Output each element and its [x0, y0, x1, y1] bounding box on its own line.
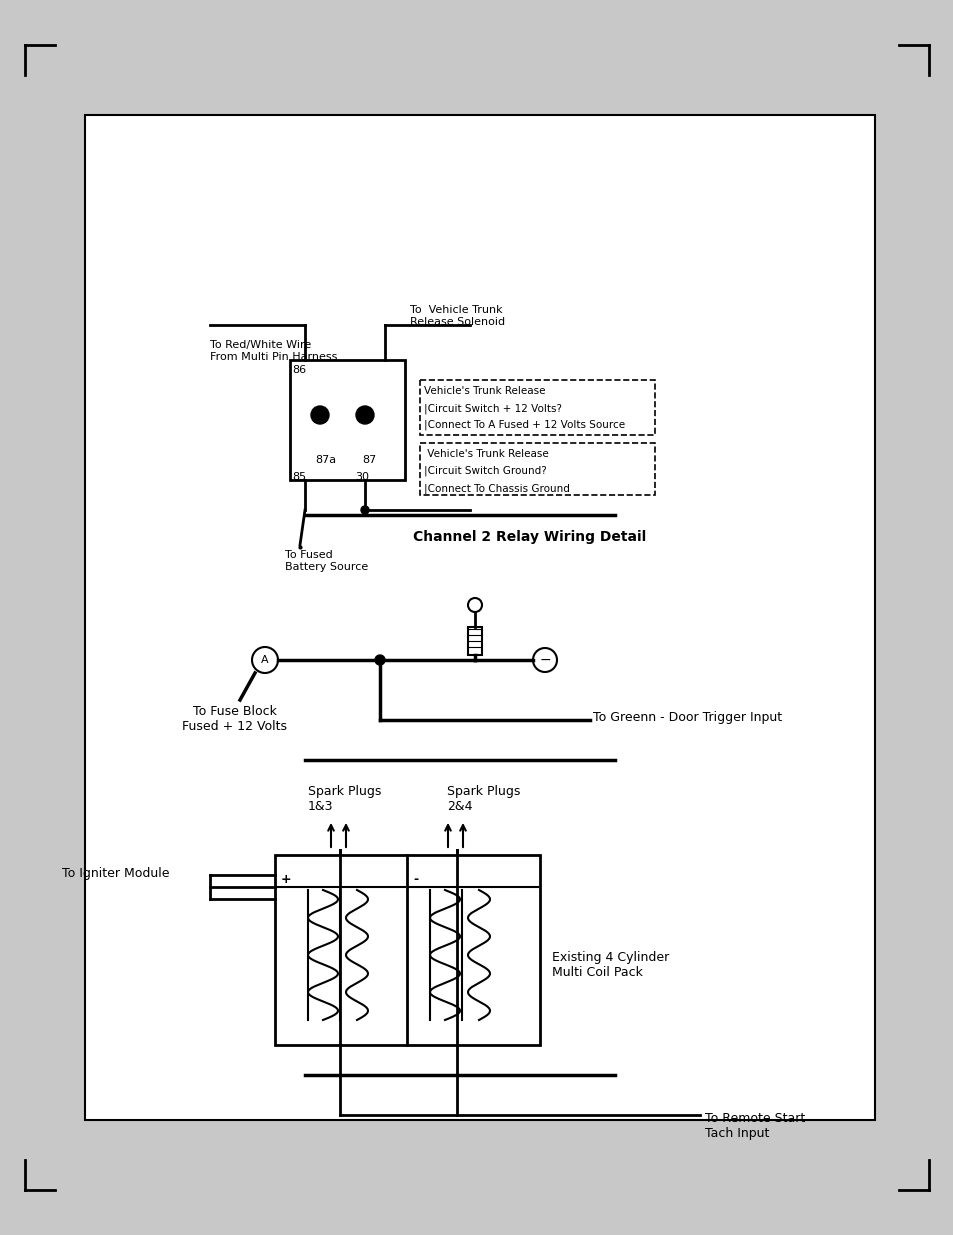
Circle shape — [311, 406, 329, 424]
Text: +: + — [281, 873, 292, 885]
Text: 85: 85 — [292, 472, 306, 482]
Text: To  Vehicle Trunk
Release Solenoid: To Vehicle Trunk Release Solenoid — [410, 305, 504, 326]
Circle shape — [360, 506, 369, 514]
Text: Vehicle's Trunk Release: Vehicle's Trunk Release — [423, 450, 548, 459]
Text: Existing 4 Cylinder
Multi Coil Pack: Existing 4 Cylinder Multi Coil Pack — [552, 951, 669, 979]
Text: To Igniter Module: To Igniter Module — [63, 867, 170, 881]
Text: To Red/White Wire
From Multi Pin Harness: To Red/White Wire From Multi Pin Harness — [210, 340, 337, 362]
Text: 87a: 87a — [314, 454, 335, 466]
Text: |Connect To A Fused + 12 Volts Source: |Connect To A Fused + 12 Volts Source — [423, 420, 624, 431]
Bar — [419, 443, 655, 495]
Text: To Greenn - Door Trigger Input: To Greenn - Door Trigger Input — [593, 711, 781, 725]
Bar — [290, 359, 405, 480]
Text: Spark Plugs
1&3: Spark Plugs 1&3 — [308, 785, 381, 813]
Text: A: A — [261, 655, 269, 664]
Text: To Fuse Block
Fused + 12 Volts: To Fuse Block Fused + 12 Volts — [182, 705, 287, 734]
Text: Vehicle's Trunk Release: Vehicle's Trunk Release — [423, 387, 545, 396]
Text: To Fused
Battery Source: To Fused Battery Source — [285, 550, 368, 572]
Text: 86: 86 — [292, 366, 306, 375]
Bar — [468, 627, 481, 655]
Text: −: − — [538, 653, 550, 667]
Bar — [274, 855, 539, 1045]
Text: 30: 30 — [355, 472, 369, 482]
Bar — [85, 115, 874, 1120]
Text: |Connect To Chassis Ground: |Connect To Chassis Ground — [423, 483, 569, 494]
Text: To Remote Start
Tach Input: To Remote Start Tach Input — [704, 1112, 804, 1140]
Text: |Circuit Switch Ground?: |Circuit Switch Ground? — [423, 466, 546, 477]
Text: 87: 87 — [361, 454, 375, 466]
Text: -: - — [413, 873, 417, 885]
Text: Channel 2 Relay Wiring Detail: Channel 2 Relay Wiring Detail — [413, 530, 646, 543]
Circle shape — [355, 406, 374, 424]
Circle shape — [375, 655, 385, 664]
Text: Spark Plugs
2&4: Spark Plugs 2&4 — [447, 785, 519, 813]
Text: |Circuit Switch + 12 Volts?: |Circuit Switch + 12 Volts? — [423, 403, 561, 414]
Bar — [419, 380, 655, 435]
